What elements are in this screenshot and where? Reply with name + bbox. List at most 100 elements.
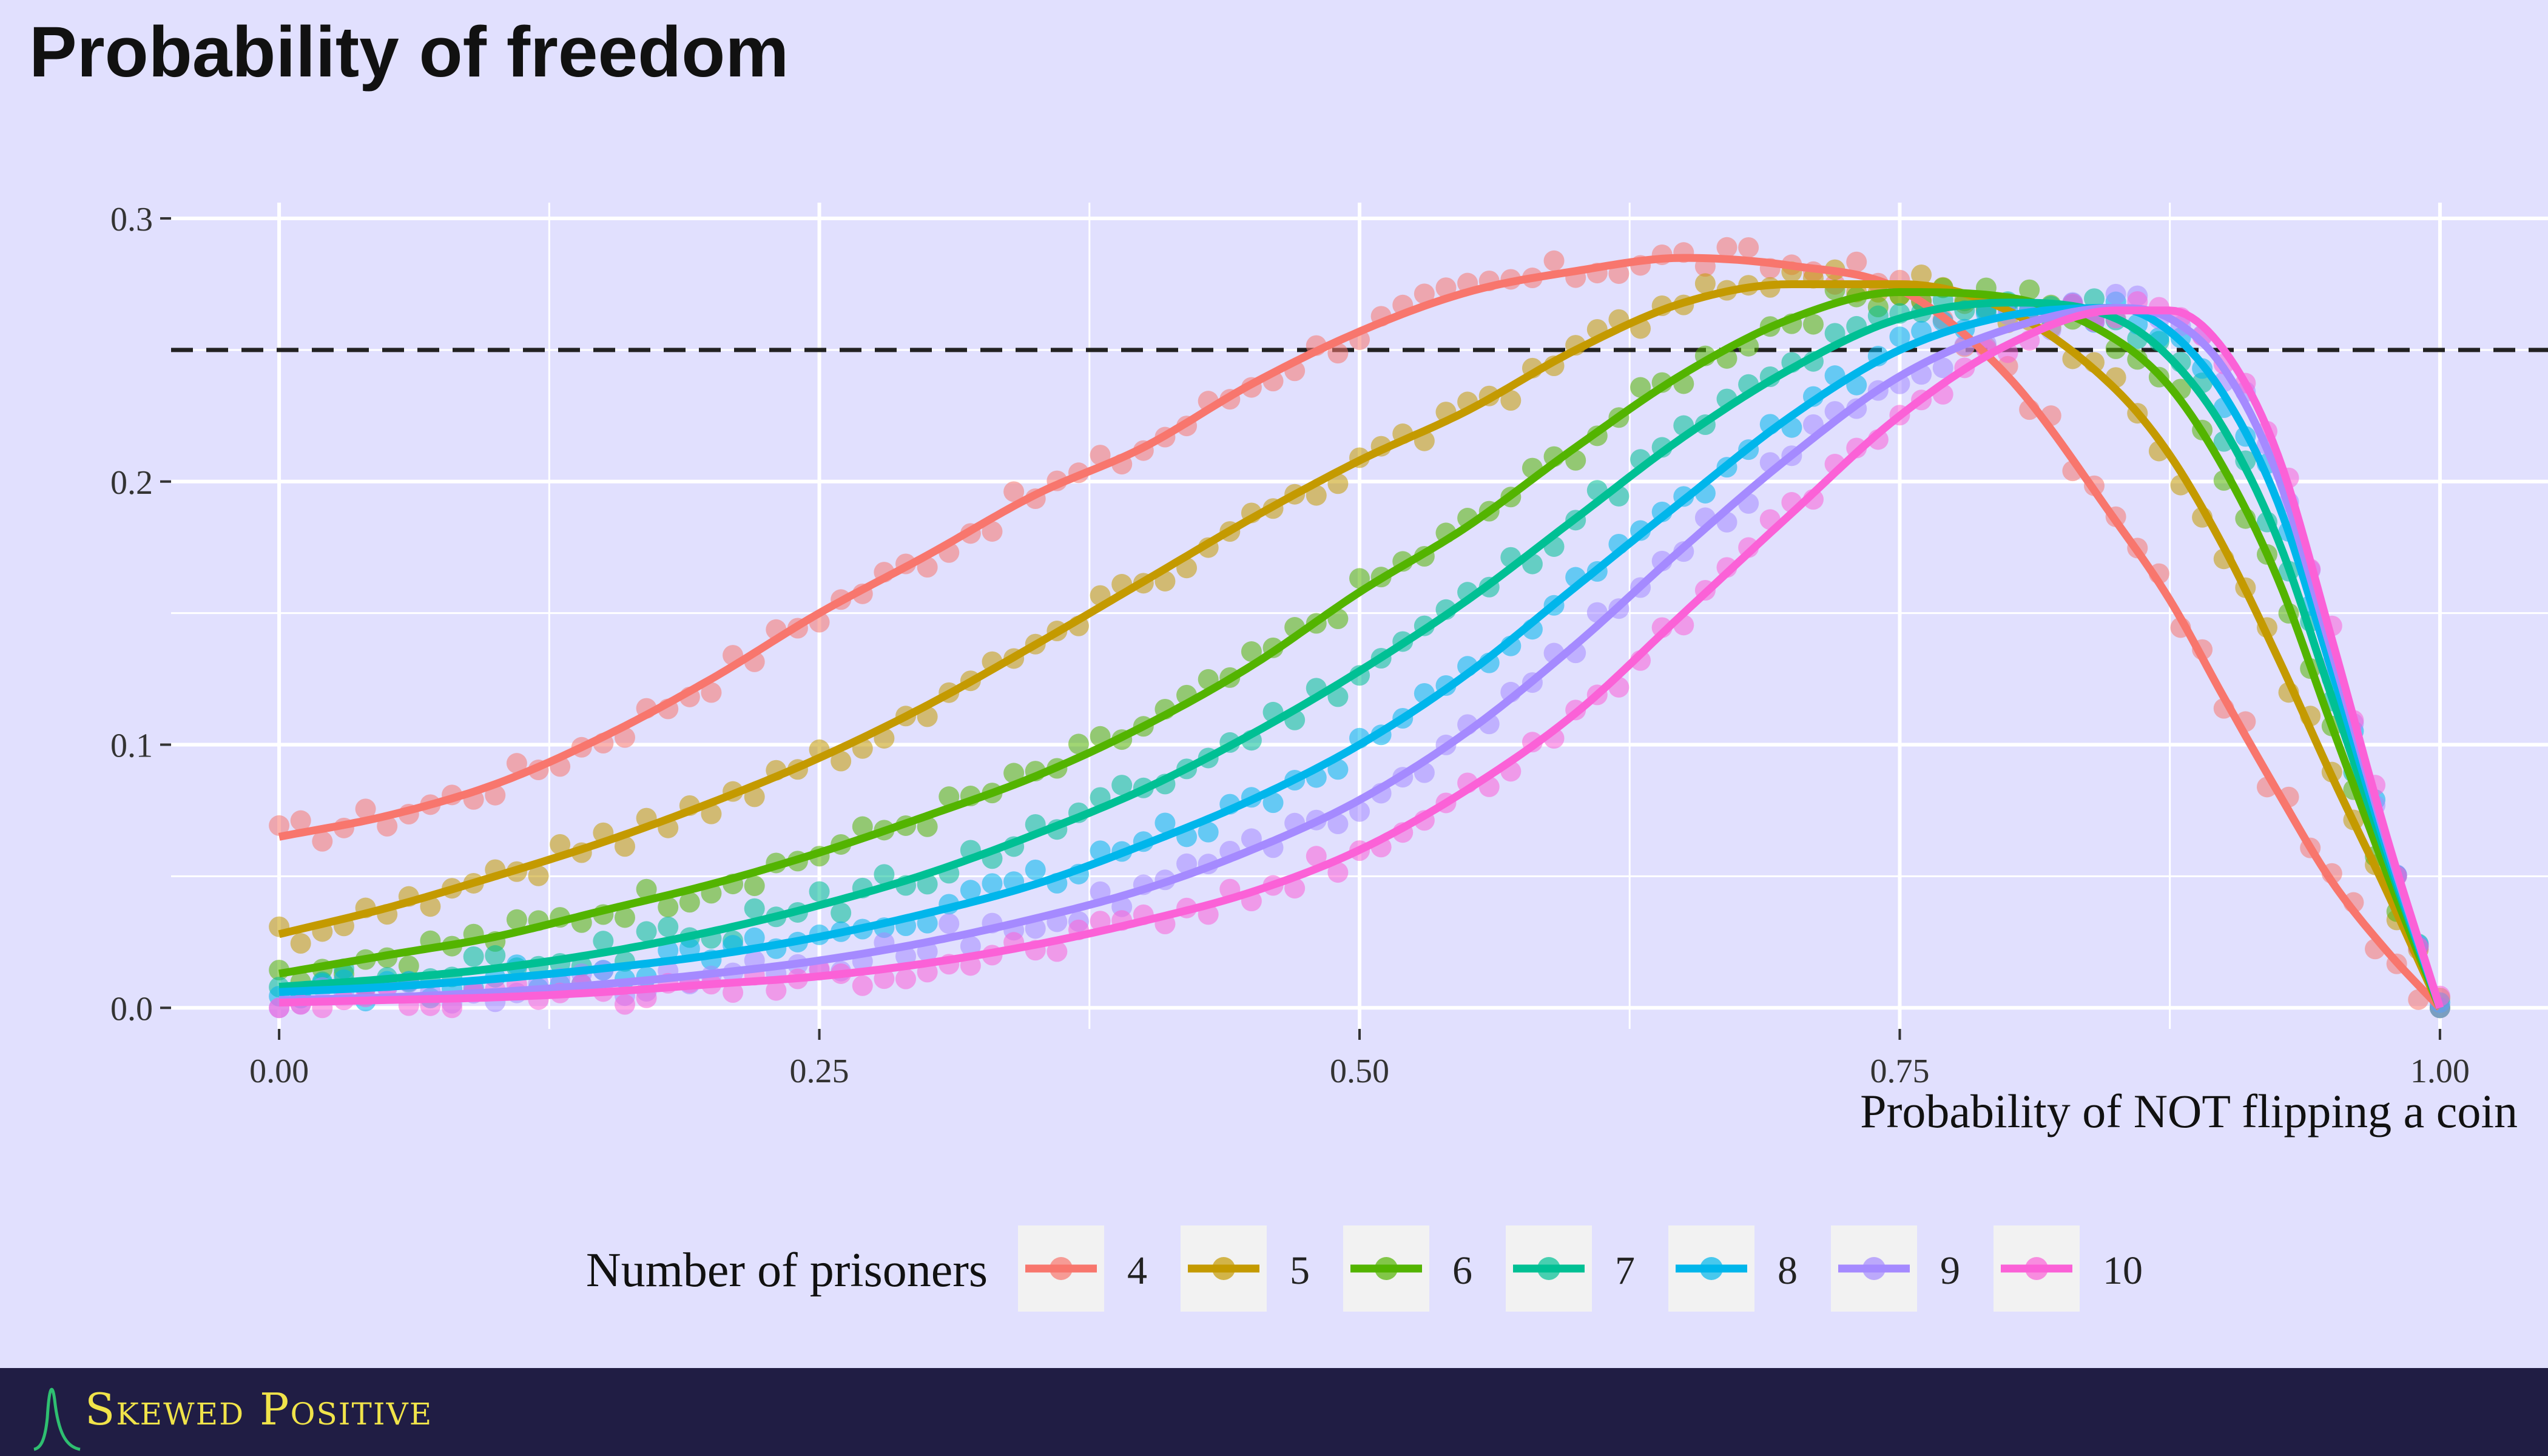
legend-label: 10 bbox=[2103, 1249, 2143, 1293]
data-point bbox=[463, 946, 484, 967]
data-point bbox=[895, 946, 917, 967]
data-point bbox=[290, 933, 311, 954]
data-point bbox=[1802, 314, 1824, 335]
data-point bbox=[1327, 343, 1349, 364]
chart-svg: Probability of freedom 0.0 0.1 0.2 0.3 0.00… bbox=[29, 12, 2548, 1312]
x-tick-label: 0.25 bbox=[790, 1053, 849, 1090]
legend-item-9: 9 bbox=[1831, 1225, 1960, 1312]
data-point bbox=[1435, 277, 1457, 298]
data-point bbox=[1824, 323, 1845, 344]
legend-label: 7 bbox=[1615, 1249, 1635, 1293]
data-point bbox=[2084, 288, 2105, 309]
data-point bbox=[831, 902, 852, 923]
data-point bbox=[1003, 763, 1025, 784]
legend-key-point bbox=[2025, 1257, 2048, 1280]
data-point bbox=[506, 909, 527, 930]
series-line-9 bbox=[278, 304, 2444, 1009]
legend-item-7: 7 bbox=[1506, 1225, 1635, 1312]
legend-key-point bbox=[1212, 1257, 1235, 1280]
y-tick-label: 0.2 bbox=[110, 464, 153, 502]
data-point bbox=[1090, 445, 1111, 466]
legend-label: 6 bbox=[1452, 1249, 1472, 1293]
data-point bbox=[1241, 641, 1262, 662]
data-point bbox=[809, 881, 830, 902]
series-line-10 bbox=[278, 306, 2444, 1009]
data-point bbox=[744, 927, 765, 948]
data-point bbox=[1327, 862, 1349, 883]
series-line-5 bbox=[278, 280, 2444, 1009]
data-point bbox=[1911, 264, 1932, 285]
data-point bbox=[1046, 941, 1068, 962]
data-point bbox=[355, 798, 376, 820]
data-point bbox=[982, 873, 1003, 894]
smoothed-lines-layer bbox=[278, 254, 2444, 1011]
data-point bbox=[528, 865, 549, 886]
data-point bbox=[1738, 237, 1759, 258]
skewed-curve-logo-icon bbox=[33, 1387, 81, 1451]
x-axis: 0.00 0.25 0.50 0.75 1.00 bbox=[249, 1029, 2470, 1090]
y-tick-label: 0.0 bbox=[110, 990, 153, 1028]
data-point bbox=[398, 956, 419, 977]
data-point bbox=[1154, 812, 1176, 834]
data-point bbox=[614, 994, 635, 1015]
data-point bbox=[1306, 485, 1327, 506]
data-point bbox=[766, 980, 787, 1001]
data-point bbox=[442, 997, 463, 1019]
data-point bbox=[1349, 568, 1370, 589]
data-point bbox=[1003, 481, 1025, 502]
data-point bbox=[939, 786, 960, 807]
legend-items: 4 5 6 7 8 9 10 bbox=[1018, 1225, 2143, 1312]
legend-label: 9 bbox=[1940, 1249, 1960, 1293]
data-point bbox=[636, 878, 657, 900]
data-point bbox=[960, 880, 981, 901]
data-point bbox=[593, 931, 614, 952]
data-point bbox=[982, 521, 1003, 542]
data-point bbox=[506, 753, 527, 774]
legend-label: 8 bbox=[1778, 1249, 1798, 1293]
x-tick-label: 0.50 bbox=[1330, 1053, 1389, 1090]
data-point bbox=[895, 968, 917, 989]
data-point bbox=[1306, 846, 1327, 867]
data-point bbox=[874, 864, 895, 885]
data-point bbox=[485, 945, 506, 966]
legend-key-point bbox=[1375, 1257, 1398, 1280]
data-point bbox=[1198, 821, 1219, 843]
data-point bbox=[744, 898, 765, 919]
legend-label: 4 bbox=[1127, 1249, 1147, 1293]
legend-label: 5 bbox=[1290, 1249, 1310, 1293]
legend-item-4: 4 bbox=[1018, 1225, 1147, 1312]
x-tick-label: 1.00 bbox=[2410, 1053, 2470, 1090]
data-point bbox=[1543, 250, 1565, 271]
data-point bbox=[723, 982, 744, 1003]
data-point bbox=[1846, 251, 1867, 272]
legend: Number of prisoners 4 5 6 7 8 9 10 bbox=[586, 1225, 2143, 1312]
data-point bbox=[658, 897, 679, 918]
data-point bbox=[550, 834, 571, 855]
data-point bbox=[1889, 326, 1910, 348]
data-point bbox=[1111, 775, 1133, 796]
x-tick-label: 0.00 bbox=[249, 1053, 309, 1090]
series-line-4 bbox=[278, 254, 2443, 1011]
legend-key-point bbox=[1862, 1257, 1886, 1280]
data-point bbox=[679, 892, 700, 913]
data-point bbox=[312, 831, 333, 852]
legend-key-point bbox=[1050, 1257, 1073, 1280]
data-point bbox=[1025, 859, 1046, 880]
data-point bbox=[1327, 759, 1349, 780]
data-point bbox=[1327, 814, 1349, 835]
data-point bbox=[701, 682, 722, 703]
y-tick-label: 0.1 bbox=[110, 727, 153, 765]
chart-title: Probability of freedom bbox=[29, 12, 789, 92]
data-point bbox=[1630, 377, 1651, 398]
data-point bbox=[831, 750, 852, 772]
data-point bbox=[1716, 237, 1737, 258]
legend-item-10: 10 bbox=[1994, 1225, 2143, 1312]
data-point bbox=[269, 815, 290, 836]
y-tick-label: 0.3 bbox=[110, 201, 153, 238]
data-point bbox=[614, 836, 635, 857]
data-point bbox=[636, 921, 657, 942]
legend-item-6: 6 bbox=[1343, 1225, 1472, 1312]
data-point bbox=[1414, 283, 1435, 305]
data-point bbox=[744, 875, 765, 897]
